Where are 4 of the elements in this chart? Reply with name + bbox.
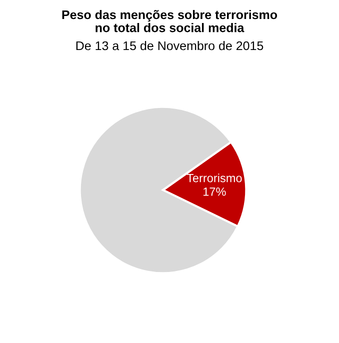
chart-title: Peso das menções sobre terrorismo no total dos social media [62, 10, 278, 32]
chart-subtitle: De 13 a 15 de Novembro de 2015 [76, 41, 264, 50]
data-label: 17% [204, 188, 226, 196]
slice-label: Terrorismo [186, 174, 242, 182]
